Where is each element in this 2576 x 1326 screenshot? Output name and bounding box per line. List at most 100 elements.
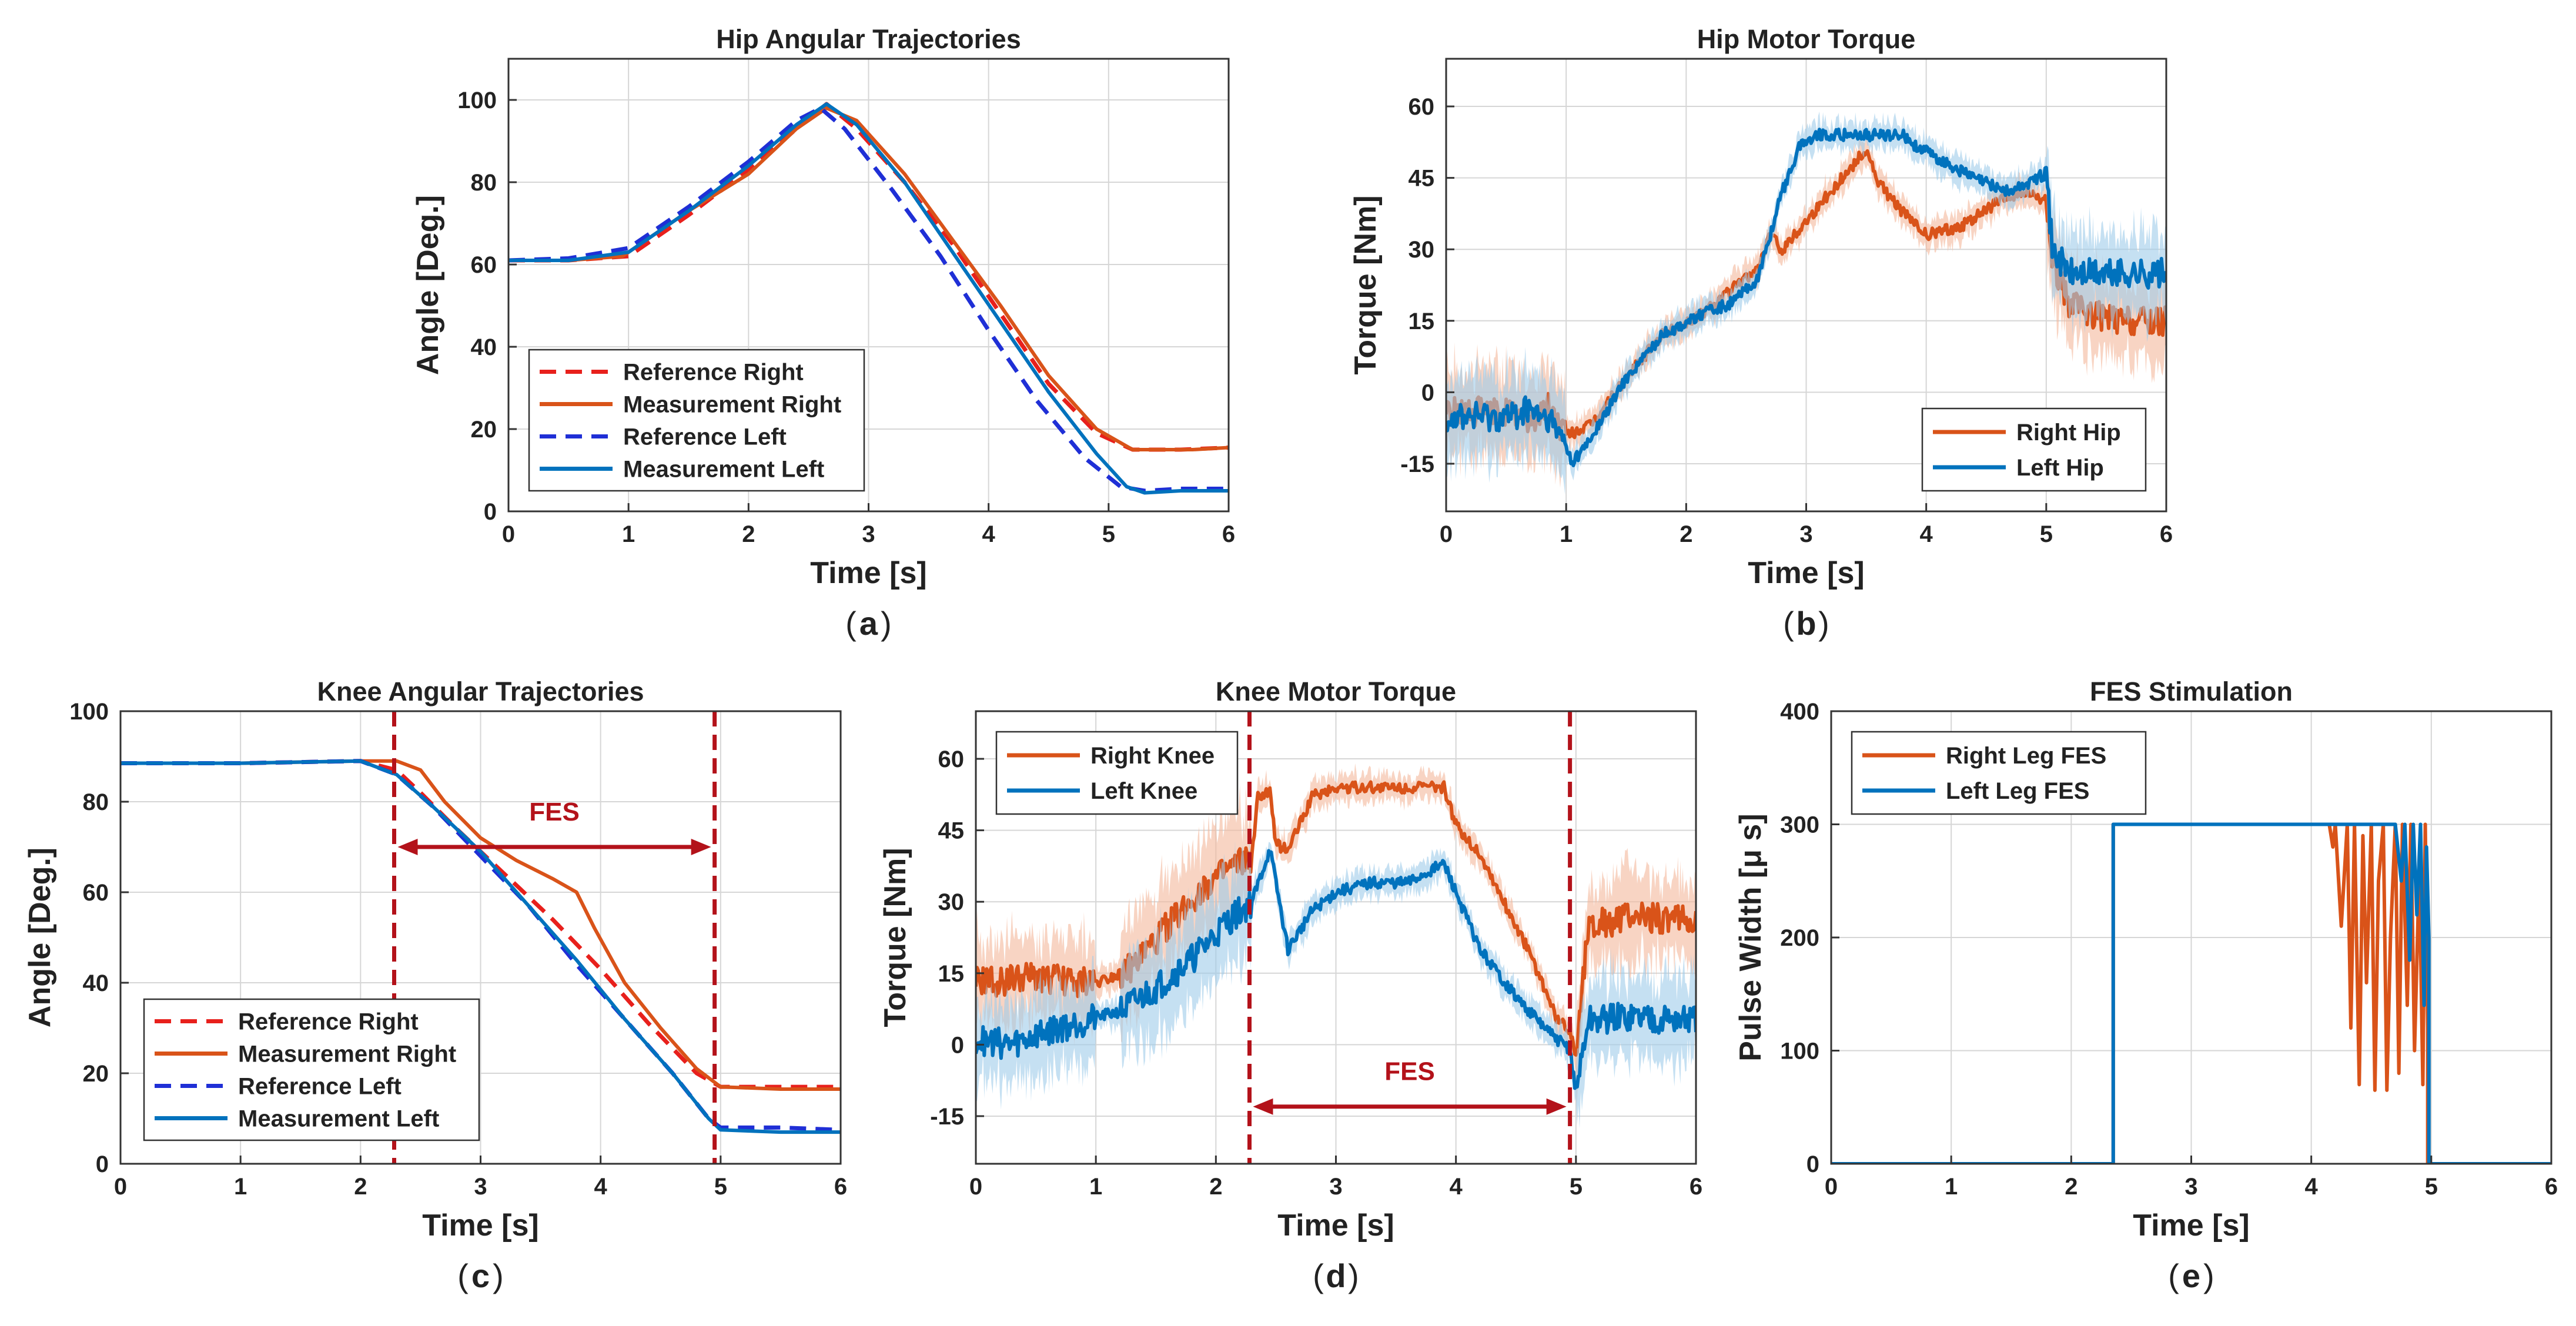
legend-label: Right Leg FES bbox=[1946, 743, 2106, 769]
x-axis-label: Time [s] bbox=[810, 556, 926, 590]
y-tick-label: 400 bbox=[1780, 699, 1819, 725]
chart-title: Knee Motor Torque bbox=[1216, 677, 1456, 706]
series-band-1 bbox=[1446, 111, 2166, 495]
legend-label: Left Leg FES bbox=[1946, 778, 2089, 804]
legend: Right Leg FES Left Leg FES bbox=[1851, 731, 2147, 815]
x-tick-label: 4 bbox=[1920, 521, 1933, 547]
y-tick-label: 80 bbox=[83, 789, 109, 815]
x-tick-label: 1 bbox=[1560, 521, 1573, 547]
legend-label: Reference Right bbox=[623, 360, 804, 386]
series-line-1 bbox=[976, 849, 1696, 1090]
x-axis-label: Time [s] bbox=[1277, 1208, 1394, 1243]
y-axis-label: Pulse Width [μ s] bbox=[1734, 813, 1768, 1061]
x-tick-label: 0 bbox=[969, 1174, 982, 1200]
fes-label: FES bbox=[529, 798, 580, 826]
y-tick-label: 100 bbox=[1780, 1039, 1819, 1064]
y-tick-label: 80 bbox=[471, 170, 497, 196]
x-tick-label: 1 bbox=[622, 521, 635, 547]
y-tick-label: 60 bbox=[1409, 94, 1435, 120]
y-tick-label: 15 bbox=[938, 961, 965, 987]
legend-box bbox=[1921, 407, 2147, 492]
y-axis-label: Torque [Nm] bbox=[1349, 195, 1383, 374]
legend-label: Right Knee bbox=[1090, 743, 1215, 769]
caption-open-paren: ( bbox=[845, 605, 857, 642]
x-tick-label: 6 bbox=[2545, 1174, 2558, 1200]
series-line-0 bbox=[976, 780, 1696, 1057]
caption-close-paren: ) bbox=[2203, 1257, 2214, 1294]
x-tick-label: 0 bbox=[114, 1174, 127, 1200]
y-tick-label: 45 bbox=[938, 818, 965, 844]
y-tick-label: 0 bbox=[96, 1151, 109, 1177]
legend-label: Measurement Left bbox=[623, 457, 824, 483]
caption-letter: d bbox=[1326, 1257, 1346, 1294]
x-tick-label: 6 bbox=[1222, 521, 1235, 547]
series-line-3 bbox=[121, 759, 841, 1134]
x-tick-label: 0 bbox=[1825, 1174, 1838, 1200]
plot-layer bbox=[1831, 822, 2551, 1164]
x-tick-label: 0 bbox=[1440, 521, 1453, 547]
y-tick-label: -15 bbox=[1400, 451, 1434, 477]
panel-caption: (e) bbox=[2168, 1257, 2214, 1294]
legend: Reference Right Measurement Right Referenc… bbox=[143, 998, 480, 1141]
y-tick-label: 60 bbox=[83, 880, 109, 906]
x-tick-label: 5 bbox=[2425, 1174, 2438, 1200]
x-tick-label: 2 bbox=[1209, 1174, 1222, 1200]
y-tick-label: 30 bbox=[938, 889, 965, 915]
x-tick-label: 6 bbox=[2160, 521, 2173, 547]
fes-arrow-head-left bbox=[397, 839, 418, 855]
chart-title: Hip Angular Trajectories bbox=[716, 24, 1021, 54]
x-tick-label: 0 bbox=[502, 521, 515, 547]
legend-label: Measurement Left bbox=[238, 1106, 439, 1132]
series-line-3 bbox=[508, 102, 1229, 495]
legend-label: Left Knee bbox=[1090, 778, 1197, 804]
y-tick-label: -15 bbox=[930, 1104, 964, 1130]
x-tick-label: 4 bbox=[1450, 1174, 1463, 1200]
x-tick-label: 3 bbox=[474, 1174, 487, 1200]
legend: Right Knee Left Knee bbox=[995, 731, 1239, 815]
series-line-2 bbox=[508, 106, 1229, 493]
y-tick-label: 30 bbox=[1409, 237, 1435, 263]
caption-letter: b bbox=[1796, 605, 1816, 642]
caption-close-paren: ) bbox=[1818, 605, 1829, 642]
x-tick-label: 4 bbox=[982, 521, 996, 547]
panel-caption: (c) bbox=[457, 1257, 504, 1294]
y-tick-label: 300 bbox=[1780, 812, 1819, 838]
caption-letter: a bbox=[859, 605, 878, 642]
chart-e: 0 1 2 3 4 5 6 0 100 200 300 400 FES Stimulation Time … bbox=[1734, 677, 2558, 1294]
y-tick-label: 200 bbox=[1780, 925, 1819, 951]
legend-label: Measurement Right bbox=[623, 392, 841, 418]
legend-label: Reference Left bbox=[238, 1074, 402, 1100]
x-tick-label: 6 bbox=[1690, 1174, 1702, 1200]
x-tick-label: 5 bbox=[1570, 1174, 1583, 1200]
y-axis-label: Angle [Deg.] bbox=[23, 848, 57, 1027]
series-line-1 bbox=[1831, 822, 2551, 1164]
legend-label: Reference Left bbox=[623, 424, 787, 450]
panel-caption: (d) bbox=[1313, 1257, 1359, 1294]
panel-caption: (a) bbox=[845, 605, 892, 642]
series-line-1 bbox=[121, 759, 841, 1091]
x-tick-label: 3 bbox=[1329, 1174, 1342, 1200]
chart-title: Knee Angular Trajectories bbox=[317, 677, 644, 706]
x-tick-label: 1 bbox=[1089, 1174, 1102, 1200]
caption-open-paren: ( bbox=[2168, 1257, 2179, 1294]
chart-title: Hip Motor Torque bbox=[1697, 24, 1916, 54]
x-tick-label: 1 bbox=[234, 1174, 247, 1200]
legend-label: Right Hip bbox=[2016, 420, 2121, 446]
x-tick-label: 2 bbox=[742, 521, 755, 547]
plot-layer bbox=[976, 763, 1696, 1129]
legend-label: Left Hip bbox=[2016, 455, 2104, 481]
y-tick-label: 45 bbox=[1409, 166, 1435, 192]
x-tick-label: 5 bbox=[2040, 521, 2053, 547]
x-axis-label: Time [s] bbox=[1748, 556, 1864, 590]
y-tick-label: 100 bbox=[69, 699, 109, 725]
legend-box bbox=[1851, 731, 2147, 815]
y-tick-label: 100 bbox=[457, 88, 497, 113]
panel-caption: (b) bbox=[1783, 605, 1829, 642]
plot-layer bbox=[1446, 111, 2166, 495]
y-tick-label: 15 bbox=[1409, 309, 1435, 334]
caption-open-paren: ( bbox=[1783, 605, 1794, 642]
